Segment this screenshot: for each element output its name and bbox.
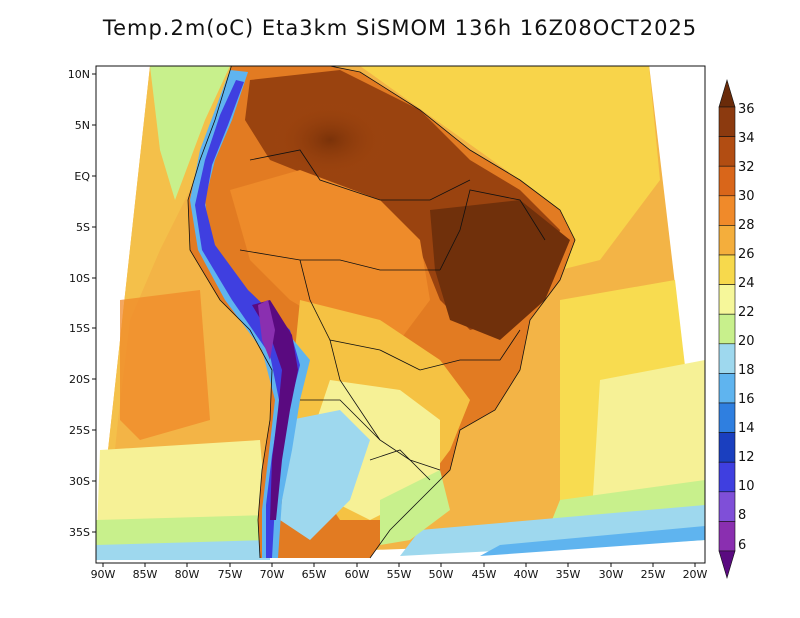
colorbar-swatch [718,373,736,404]
colorbar-label-6: 6 [738,538,746,553]
hot-core-northeast [430,200,570,340]
lon-label-40w: 40W [514,568,539,581]
lon-label-55w: 55W [387,568,412,581]
colorbar-label-24: 24 [738,276,755,291]
colorbar-swatch [718,402,736,433]
andes-coldest-band [252,300,298,520]
colorbar-label-18: 18 [738,363,755,378]
colorbar-swatch [718,313,736,345]
border-uruguay [369,449,431,481]
temperature-field [96,66,705,563]
colorbar-swatch [718,461,736,493]
lon-label-65w: 65W [302,568,327,581]
colorbar-label-8: 8 [738,508,746,523]
pacific-cool-band [150,66,230,200]
lat-label-25s: 25S [69,424,90,437]
lat-axis: 10N 5N EQ 5S 10S 15S 20S 25S 30S 35S [68,68,96,539]
lon-label-20w: 20W [683,568,708,581]
chaco-cool-region [280,410,370,540]
lat-label-5s: 5S [76,221,90,234]
lat-label-15s: 15S [69,322,90,335]
border-states-ne [439,189,546,271]
lon-label-90w: 90W [91,568,116,581]
colorbar-label-36: 36 [738,102,755,117]
colorbar-label-30: 30 [738,189,755,204]
colorbar-swatch [718,106,736,137]
lon-label-25w: 25W [641,568,666,581]
pacific-band [96,66,260,560]
atlantic-warm-band [360,66,660,270]
lat-label-eq: EQ [74,170,90,183]
border-north [249,149,471,201]
chart-title: Temp.2m(oC) Eta3km SiSMOM 136h 16Z08OCT2… [102,16,698,40]
south-atlantic-cold-band [480,526,705,556]
colorbar-swatch [718,343,736,374]
colorbar-label-14: 14 [738,421,755,436]
colorbar-swatch [718,225,736,256]
pacific-warm-patch [120,290,210,440]
coastline-pacific [187,66,273,559]
colorbar-swatches [718,78,736,580]
border-paraguay [329,339,381,441]
amazon-warm-region [230,170,430,340]
lon-label-45w: 45W [472,568,497,581]
border-amazon [239,249,440,271]
colorbar-swatch [718,254,736,285]
political-borders [187,66,576,559]
altiplano-cold-patch [258,300,275,360]
lon-label-70w: 70W [260,568,285,581]
lon-label-75w: 75W [218,568,243,581]
lon-label-35w: 35W [556,568,581,581]
lat-label-35s: 35S [69,526,90,539]
lon-label-50w: 50W [429,568,454,581]
lon-label-85w: 85W [133,568,158,581]
lat-label-10n: 10N [68,68,90,81]
lon-label-30w: 30W [599,568,624,581]
colorbar-swatch [718,550,736,580]
lon-axis: 90W 85W 80W 75W 70W 65W 60W 55W 50W 45W … [91,563,708,581]
lat-label-5n: 5N [75,119,90,132]
pacific-cold-band [96,540,270,560]
colorbar-label-34: 34 [738,131,755,146]
colorbar-label-10: 10 [738,479,755,494]
border-argentina [300,399,441,471]
colorbar-label-28: 28 [738,218,755,233]
colorbar-swatch [718,432,736,463]
colorbar-label-16: 16 [738,392,755,407]
andes-cold-band [195,80,300,558]
map-frame [95,65,706,564]
colorbar-swatch [718,195,736,226]
uruguay-cool-region [380,470,450,545]
colorbar-swatch [718,136,736,167]
colorbar-swatch [718,165,736,197]
colorbar: 36 34 32 30 28 26 24 22 20 18 16 14 12 1… [718,78,755,580]
colorbar-label-22: 22 [738,305,755,320]
lon-label-60w: 60W [345,568,370,581]
colorbar-swatch [718,491,736,522]
coastline-atlantic [327,66,576,559]
lat-label-20s: 20S [69,373,90,386]
colorbar-label-32: 32 [738,160,755,175]
colorbar-label-20: 20 [738,334,755,349]
lon-label-80w: 80W [175,568,200,581]
lat-label-10s: 10S [69,272,90,285]
colorbar-swatch [718,284,736,315]
colorbar-label-26: 26 [738,247,755,262]
colorbar-swatch [718,78,736,108]
colorbar-label-12: 12 [738,450,755,465]
lat-label-30s: 30S [69,475,90,488]
border-states-se [419,329,521,371]
colorbar-swatch [718,521,736,552]
hot-core-guiana [270,100,390,180]
